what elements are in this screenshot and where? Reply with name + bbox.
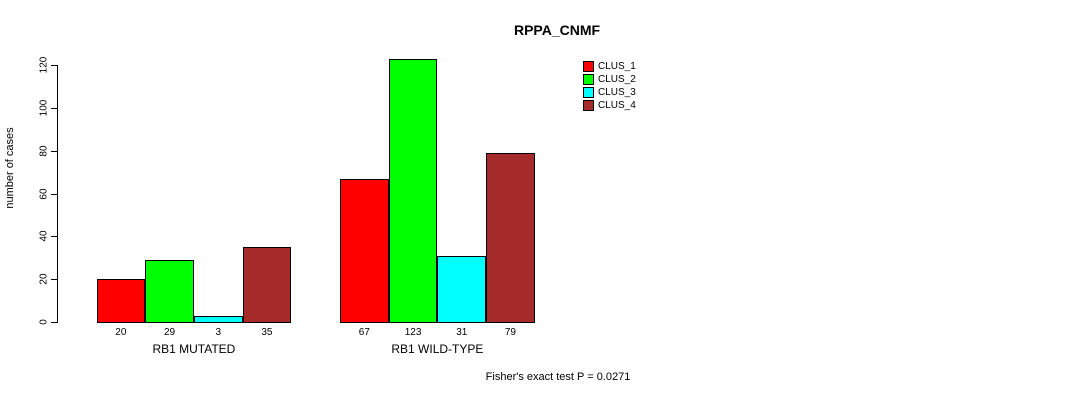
bar-value-label: 123 <box>404 327 422 338</box>
x-group-label: RB1 MUTATED <box>152 342 236 356</box>
bar-value-label: 67 <box>358 327 370 338</box>
bar-CLUS_2-rb1-mutated <box>145 259 194 323</box>
legend-swatch <box>583 61 594 72</box>
legend-label: CLUS_2 <box>598 74 636 85</box>
bar-value-label: 35 <box>261 327 273 338</box>
legend-label: CLUS_1 <box>598 61 636 72</box>
y-axis-tick <box>51 193 57 195</box>
y-axis-tick-label: 120 <box>38 56 50 74</box>
legend-item: CLUS_2 <box>583 73 636 86</box>
bar-value-label: 79 <box>504 327 516 338</box>
bar-CLUS_4-rb1-wild-type <box>486 152 535 323</box>
bar-CLUS_1-rb1-mutated <box>96 279 146 323</box>
bar-CLUS_3-rb1-mutated <box>193 315 243 323</box>
y-axis-tick-label: 40 <box>38 230 50 242</box>
bar-value-label: 3 <box>215 327 222 338</box>
y-axis-tick <box>51 279 57 281</box>
legend-item: CLUS_3 <box>583 86 636 99</box>
legend-label: CLUS_4 <box>598 100 636 111</box>
bar-CLUS_4-rb1-mutated <box>242 247 292 323</box>
y-axis-tick <box>51 236 57 238</box>
legend-label: CLUS_3 <box>598 87 636 98</box>
legend-item: CLUS_1 <box>583 60 636 73</box>
y-axis-tick-label: 80 <box>38 145 50 157</box>
x-group-label: RB1 WILD-TYPE <box>391 342 484 356</box>
legend-swatch <box>583 87 594 98</box>
y-axis-line <box>57 65 58 323</box>
y-axis-tick <box>51 65 57 66</box>
bar-value-label: 29 <box>163 327 176 338</box>
chart-title: RPPA_CNMF <box>513 22 601 38</box>
bar-CLUS_2-rb1-wild-type <box>388 58 438 323</box>
y-axis-label: number of cases <box>4 127 16 209</box>
bar-value-label: 20 <box>115 327 127 338</box>
y-axis-tick-label: 20 <box>38 273 50 285</box>
legend-swatch <box>583 74 594 85</box>
y-axis-tick-label: 100 <box>38 99 50 117</box>
y-axis-tick <box>51 107 57 109</box>
bar-CLUS_3-rb1-wild-type <box>437 255 487 323</box>
legend: CLUS_1 CLUS_2 CLUS_3 CLUS_4 <box>583 60 636 112</box>
bar-value-label: 31 <box>456 327 468 338</box>
y-axis-tick-label: 60 <box>38 187 50 200</box>
legend-swatch <box>583 100 594 111</box>
y-axis-tick <box>51 150 57 152</box>
legend-item: CLUS_4 <box>583 99 636 112</box>
bar-CLUS_1-rb1-wild-type <box>340 178 389 323</box>
y-axis-tick <box>51 322 57 323</box>
y-axis-tick-label: 0 <box>38 319 50 325</box>
annotation-text: Fisher's exact test P = 0.0271 <box>485 371 631 383</box>
